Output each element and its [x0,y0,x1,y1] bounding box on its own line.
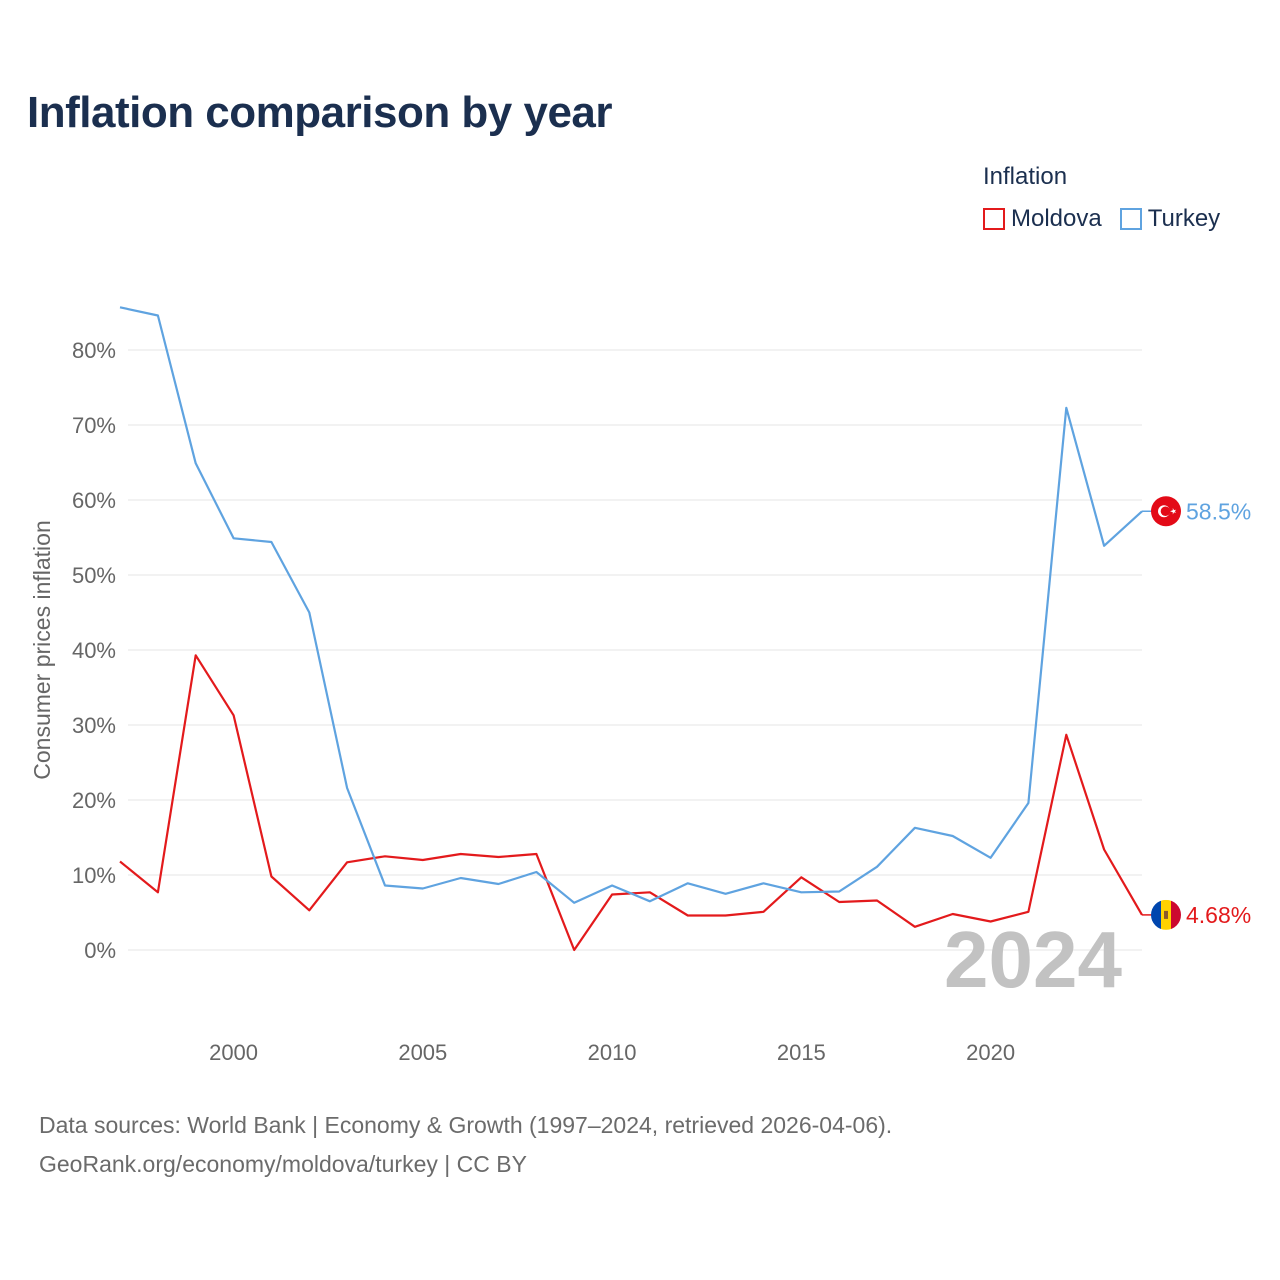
x-tick-label-2010: 2010 [588,1040,637,1065]
end-label-moldova: 4.68% [1186,902,1251,928]
y-tick-label-80: 80% [72,338,116,363]
y-tick-label-30: 30% [72,713,116,738]
y-axis-ticks: 0% 10% 20% 30% 40% 50% 60% 70% 80% [72,338,116,963]
moldova-flag-emblem [1164,910,1168,919]
legend: Moldova Turkey [983,205,1220,233]
source-line-1: Data sources: World Bank | Economy & Gro… [39,1112,893,1138]
year-watermark: 2024 [944,915,1122,1004]
x-tick-label-2005: 2005 [398,1040,447,1065]
x-tick-label-2000: 2000 [209,1040,258,1065]
series-lines [119,306,1143,952]
y-axis-label: Consumer prices inflation [29,520,55,780]
legend-swatch-turkey [1119,208,1142,230]
legend-swatch-moldova [983,208,1005,230]
legend-label-turkey: Turkey [1147,205,1221,232]
moldova-flag-stripes [1151,899,1181,930]
x-axis-ticks: 2000 2005 2010 2015 2020 [209,1040,1015,1065]
turkey-flag [1151,496,1181,527]
y-tick-label-20: 20% [72,788,116,813]
legend-item-turkey[interactable]: Turkey [1119,205,1221,233]
source-line-2: GeoRank.org/economy/moldova/turkey | CC … [39,1151,527,1177]
source-note: Data sources: World Bank | Economy & Gro… [39,1106,892,1184]
x-tick-label-2015: 2015 [777,1040,826,1065]
y-tick-label-10: 10% [72,863,116,888]
y-tick-label-0: 0% [84,938,116,963]
y-tick-label-40: 40% [72,638,116,663]
gridlines [128,349,1142,951]
series-line-moldova [119,654,1143,952]
end-markers: 4.68% 58.5% [1142,496,1251,930]
legend-label-moldova: Moldova [1011,205,1102,232]
moldova-flag-red [1171,899,1181,930]
y-tick-label-50: 50% [72,563,116,588]
legend-title: Inflation [983,163,1068,190]
moldova-flag-blue [1151,899,1161,930]
page-title: Inflation comparison by year [27,88,613,137]
turkey-flag-star [1170,508,1177,515]
x-tick-label-2020: 2020 [966,1040,1015,1065]
moldova-flag [1151,899,1181,930]
end-label-turkey: 58.5% [1186,498,1251,524]
y-tick-label-60: 60% [72,488,116,513]
series-line-turkey [119,306,1143,904]
legend-item-moldova[interactable]: Moldova [983,205,1102,233]
line-chart: 0%10%20%30%40%50%60%70%80% 2000 2005 2010 2… [29,306,1251,1065]
turkey-flag-crescent-inner [1160,506,1171,517]
y-tick-label-70: 70% [72,413,116,438]
